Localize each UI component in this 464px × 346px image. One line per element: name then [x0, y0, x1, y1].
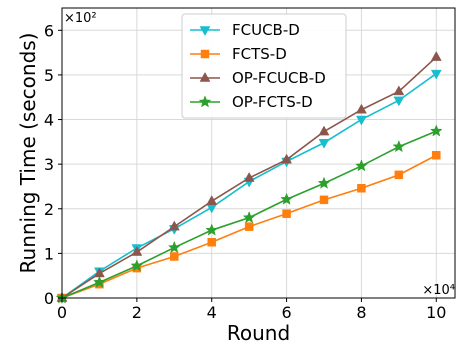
- data-point: [430, 51, 442, 61]
- data-point: [206, 195, 218, 205]
- x-tick-label: 4: [207, 303, 217, 322]
- legend-label: OP-FCUCB-D: [232, 69, 326, 87]
- legend-item: OP-FCUCB-D: [190, 69, 326, 87]
- data-point: [429, 124, 443, 137]
- series-op-fcts-d: [55, 124, 443, 304]
- data-point: [93, 275, 106, 288]
- legend-item: OP-FCTS-D: [190, 93, 313, 111]
- data-point: [432, 150, 441, 160]
- y-tick-label: 4: [44, 111, 54, 130]
- data-point: [242, 211, 256, 224]
- data-point: [170, 252, 179, 261]
- legend-label: OP-FCTS-D: [232, 93, 313, 111]
- y-axis-multiplier: ×10²: [64, 11, 97, 26]
- data-point: [167, 240, 181, 253]
- plot-frame: [61, 7, 456, 299]
- legend-marker: [200, 49, 210, 59]
- data-point: [430, 69, 442, 80]
- series-layer: [55, 51, 443, 305]
- data-point: [357, 183, 366, 193]
- legend-marker: [198, 95, 212, 108]
- x-tick-label: 2: [132, 303, 142, 322]
- data-point: [356, 115, 367, 126]
- x-tick-label: 6: [281, 303, 291, 322]
- legend-item: FCTS-D: [190, 45, 287, 63]
- data-point: [393, 85, 405, 96]
- axis-ticks: 0 2 4 6 8 10 0 1 2 3 4 5 6: [44, 21, 447, 322]
- data-point: [168, 220, 180, 231]
- y-tick-label: 6: [44, 21, 54, 40]
- y-tick-label: 1: [44, 244, 54, 263]
- legend-marker: [199, 71, 211, 82]
- legend-label: FCTS-D: [232, 45, 287, 63]
- data-point: [205, 223, 219, 236]
- x-tick-label: 10: [426, 303, 446, 322]
- data-point: [130, 259, 144, 272]
- series-op-fcucb-d: [56, 51, 442, 302]
- data-point: [392, 140, 406, 153]
- legend-box: [181, 13, 347, 119]
- data-point: [317, 176, 331, 189]
- data-point: [131, 246, 143, 256]
- legend-item: FCUCB-D: [190, 21, 300, 39]
- data-point: [356, 103, 367, 114]
- data-point: [393, 96, 405, 107]
- x-axis-multiplier: ×10⁴: [422, 283, 455, 298]
- data-point: [318, 125, 330, 136]
- legend-label: FCUCB-D: [232, 21, 300, 39]
- data-point: [244, 222, 254, 231]
- data-point: [318, 138, 330, 149]
- data-point: [281, 153, 292, 164]
- y-tick-label: 5: [44, 66, 54, 85]
- data-point: [355, 159, 368, 172]
- y-tick-label: 0: [44, 289, 54, 308]
- data-point: [282, 209, 291, 218]
- x-axis-title: Round: [227, 321, 290, 345]
- legend-marker: [199, 26, 211, 37]
- legend: FCUCB-D FCTS-D OP-FCUCB-D OP-FCTS-D: [181, 13, 347, 119]
- data-point: [394, 170, 404, 180]
- data-point: [280, 192, 293, 205]
- y-axis-title: Running Time (seconds): [16, 33, 40, 274]
- x-tick-label: 0: [57, 303, 67, 322]
- data-point: [207, 237, 216, 247]
- x-tick-label: 8: [356, 303, 366, 322]
- data-point: [243, 171, 255, 182]
- y-tick-label: 3: [44, 155, 54, 174]
- data-point: [319, 195, 329, 205]
- y-tick-label: 2: [44, 200, 54, 219]
